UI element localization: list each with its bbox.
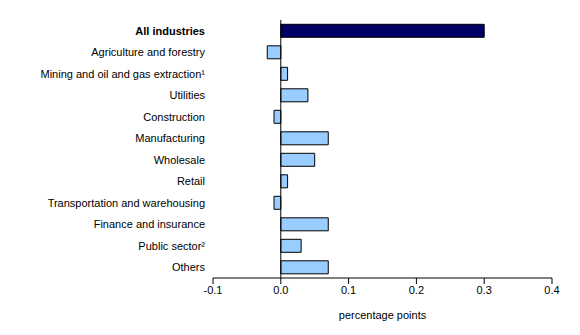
svg-text:0.0: 0.0	[273, 284, 288, 296]
svg-text:Construction: Construction	[143, 111, 205, 123]
svg-text:Mining and oil and gas extract: Mining and oil and gas extraction¹	[41, 68, 206, 80]
svg-text:Agriculture and forestry: Agriculture and forestry	[91, 46, 205, 58]
svg-text:Manufacturing: Manufacturing	[135, 132, 205, 144]
svg-text:-0.1: -0.1	[204, 284, 223, 296]
svg-text:0.3: 0.3	[477, 284, 492, 296]
svg-text:Public sector²: Public sector²	[138, 240, 205, 252]
svg-text:0.4: 0.4	[544, 284, 559, 296]
svg-text:Utilities: Utilities	[170, 89, 206, 101]
svg-text:0.1: 0.1	[341, 284, 356, 296]
svg-text:Finance and insurance: Finance and insurance	[94, 218, 205, 230]
svg-text:0.2: 0.2	[409, 284, 424, 296]
svg-text:Wholesale: Wholesale	[154, 154, 205, 166]
svg-text:Transportation and warehousing: Transportation and warehousing	[48, 197, 205, 209]
svg-text:Retail: Retail	[177, 175, 205, 187]
svg-text:Others: Others	[172, 261, 206, 273]
svg-text:All industries: All industries	[135, 25, 205, 37]
svg-text:percentage points: percentage points	[339, 309, 427, 321]
